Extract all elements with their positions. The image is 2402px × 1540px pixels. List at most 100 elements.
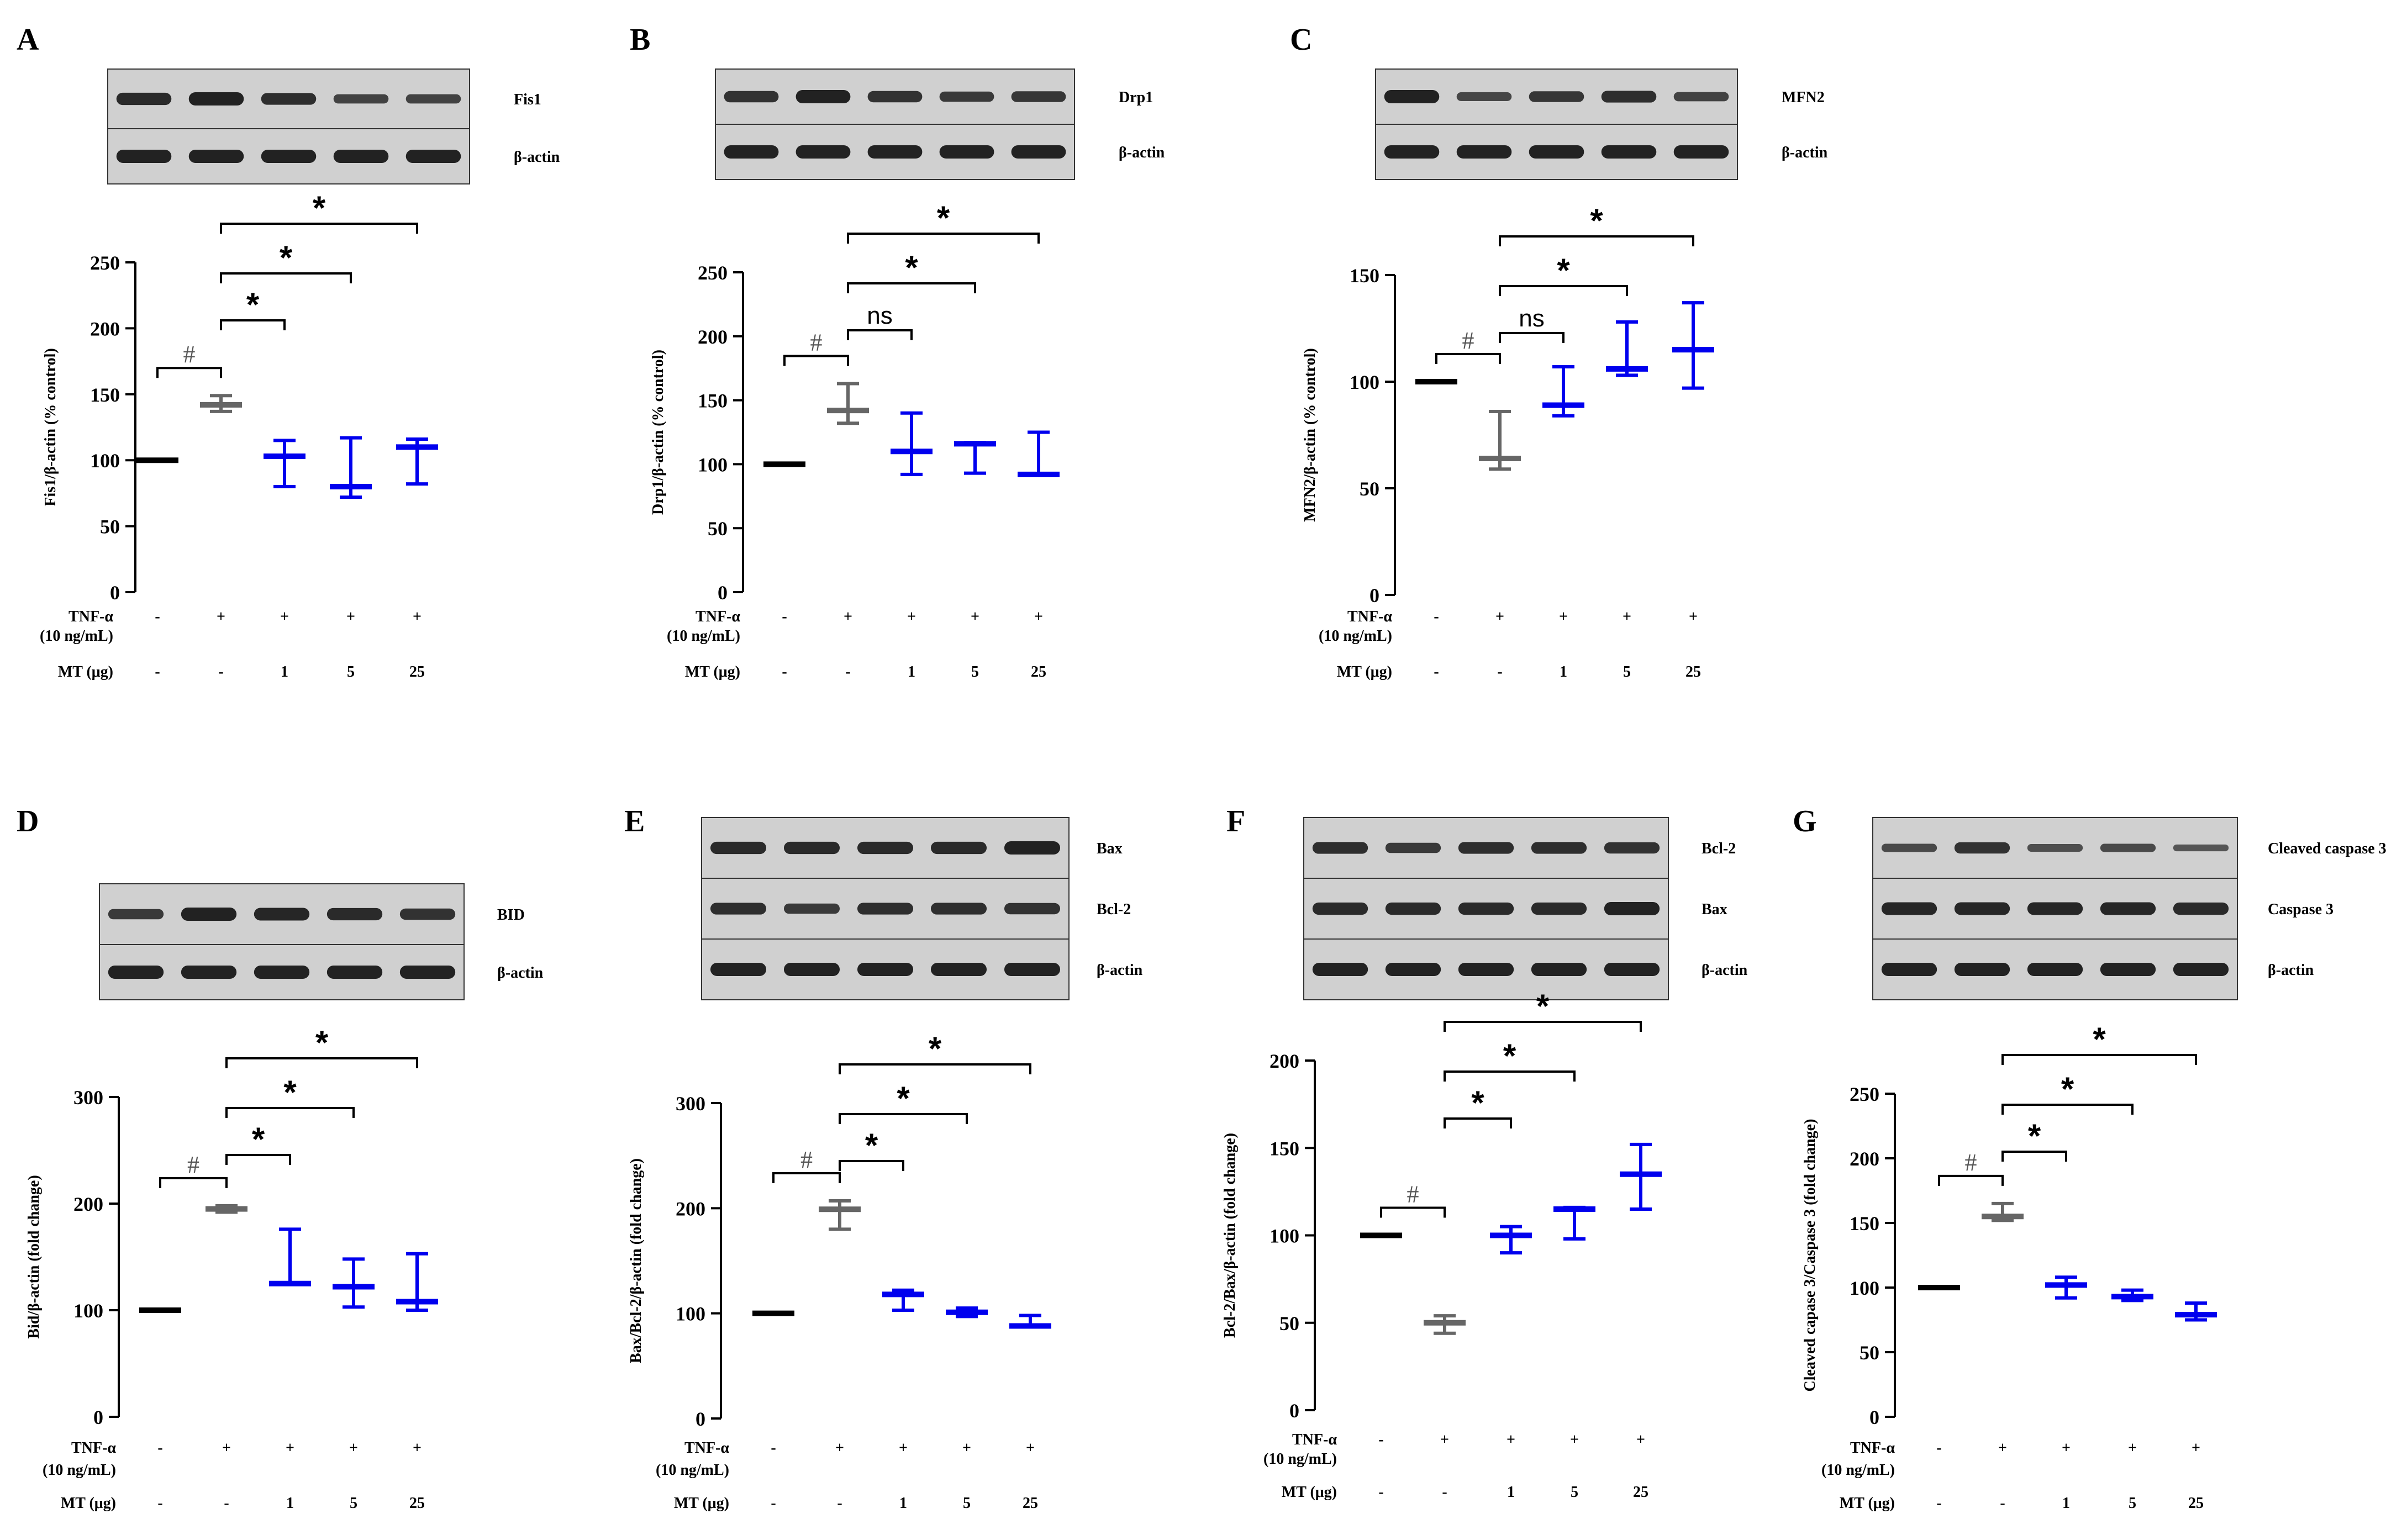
data-group [1018,430,1060,477]
blot-label: Drp1 [1119,89,1153,106]
condition-table: TNF-α (10 ng/mL) MT (μg) - + + + + - - 1 5 25 [1263,1431,1648,1501]
blot-row: β-actin [1375,124,1828,180]
significance-bracket: ns [847,302,913,340]
condition-value-mt: 5 [963,1495,971,1512]
blot-label: β-actin [1097,962,1143,979]
condition-value-tnf: + [1495,608,1504,625]
bracket-line [220,223,418,234]
condition-label-tnf: TNF-α [69,608,113,625]
blot-band [1011,145,1066,159]
condition-value-mt: 1 [286,1495,294,1512]
blot-band [939,145,994,159]
condition-label-mt: MT (μg) [58,663,113,681]
blot-label: β-actin [1119,144,1165,161]
blot-band [1954,963,2010,976]
blot-band [254,966,310,979]
y-tick-label: 50 [1860,1342,1879,1364]
blot-band [857,963,914,976]
significance-bracket: * [225,1121,291,1165]
condition-value-tnf: + [222,1439,231,1457]
blot-band [2027,963,2083,976]
blot-row: β-actin [701,938,1143,1000]
condition-label-tnf: TNF-α [1850,1439,1895,1457]
panel-a: A Fis1 β-actin 0 50 100 150 200 250 Fis1/β-actin … [17,23,560,681]
blot-band [1604,902,1660,915]
significance-bracket: * [839,1127,904,1171]
bracket-line [1444,1021,1642,1032]
condition-label-tnf: TNF-α [684,1439,729,1457]
y-tick-label: 50 [1279,1312,1299,1335]
data-group [1620,1142,1662,1211]
bracket-line [847,329,913,340]
condition-value-tnf: + [1026,1439,1035,1457]
y-tick-label: 150 [1270,1137,1299,1159]
condition-value-mt: - [2000,1495,2005,1512]
blot-band [930,963,987,976]
bracket-line [225,1154,291,1165]
bracket-line [1380,1206,1446,1218]
condition-value-tnf: + [280,608,289,625]
bracket-line [1435,353,1501,364]
significance-star: * [1503,1037,1516,1074]
bracket-line [2001,1104,2134,1115]
y-tick-label: 50 [1360,478,1379,500]
significance-star: * [937,199,950,236]
significance-bracket: ns [1499,305,1565,343]
significance-bracket: * [225,1074,355,1118]
significance-star: * [283,1074,297,1111]
significance-star: * [2028,1117,2041,1154]
condition-value-mt: - [782,663,787,681]
significance-bracket: # [159,1151,228,1188]
condition-value-tnf: + [349,1439,358,1457]
y-axis-title: MFN2/β-actin (% control) [1302,348,1319,521]
significance-star: * [1471,1084,1484,1121]
data-group [396,1252,438,1312]
blot-row: Bcl-2 [1303,817,1736,879]
y-tick-label: 100 [1270,1225,1299,1247]
y-tick-label: 100 [1850,1277,1879,1299]
blot-band [710,841,767,855]
significance-hash: # [183,341,196,368]
bracket-line [220,319,286,330]
y-axis-title: Drp1/β-actin (% control) [650,350,667,515]
panel-c: C MFN2 β-actin 0 50 100 150 MFN2/β-actin (% con… [1290,23,1828,681]
condition-label-tnf-conc: (10 ng/mL) [656,1462,729,1479]
blot-band [710,903,767,915]
blot-band [399,908,456,920]
bracket-line [2001,1151,2067,1162]
data-group [1479,410,1521,471]
y-tick-label: 150 [1350,265,1379,287]
blot-band [1881,902,1937,915]
blot-band [1531,842,1587,854]
panel-letter: C [1290,23,1312,57]
condition-label-tnf: TNF-α [696,608,740,625]
y-tick-label: 250 [1850,1083,1879,1105]
bracket-line [1444,1070,1576,1082]
condition-label-mt: MT (μg) [1840,1495,1895,1512]
blot-band [2100,843,2156,852]
significance-ns: ns [867,302,892,329]
condition-label-tnf: TNF-α [1347,608,1392,625]
bracket-line [225,1107,355,1118]
y-tick-label: 300 [73,1087,103,1109]
blot-label: Cleaved caspase 3 [2268,840,2387,857]
significance-star: * [1536,988,1550,1025]
condition-value-mt: 25 [1031,663,1046,681]
blot-band [857,841,914,855]
condition-value-mt: 25 [409,1495,425,1512]
significance-hash: # [800,1146,813,1173]
blot-band [796,145,851,159]
blot-row: BID [99,883,525,945]
condition-value-mt: 1 [1507,1484,1515,1501]
blot-band [1601,91,1657,103]
condition-value-mt: 1 [1560,663,1567,681]
condition-label-tnf: TNF-α [71,1439,116,1457]
condition-label-tnf-conc: (10 ng/mL) [1821,1462,1895,1479]
data-group [269,1227,311,1286]
blot-band [254,908,310,921]
condition-value-tnf: + [962,1439,971,1457]
bracket-line [156,367,222,378]
data-group [954,441,996,475]
data-group [2175,1301,2217,1322]
blot-band [405,94,461,104]
